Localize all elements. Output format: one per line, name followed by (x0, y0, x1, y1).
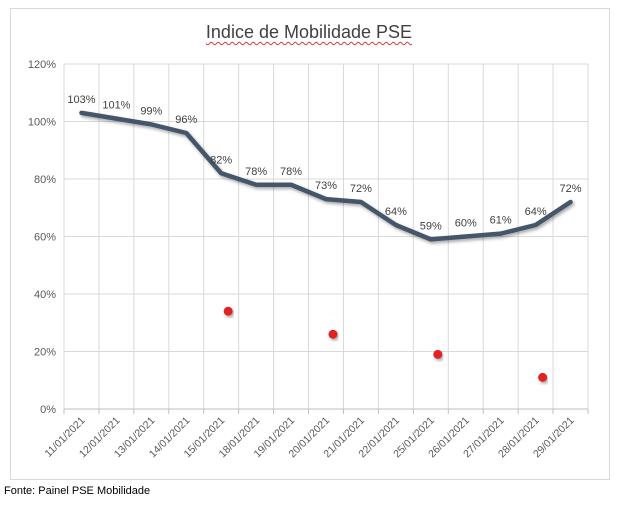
red-marker (328, 329, 338, 339)
red-marker (223, 306, 233, 316)
data-label: 59% (420, 220, 442, 232)
series-line (79, 110, 573, 242)
y-tick-label: 80% (34, 174, 56, 186)
y-tick-label: 60% (34, 232, 56, 244)
chart-frame (10, 8, 610, 480)
y-tick-label: 100% (28, 117, 56, 129)
y-tick-label: 0% (40, 404, 56, 416)
source-note: Fonte: Painel PSE Mobilidade (4, 485, 151, 497)
y-tick-label: 20% (34, 347, 56, 359)
data-label: 64% (525, 206, 547, 218)
data-label: 78% (245, 166, 267, 178)
data-label: 99% (140, 105, 162, 117)
data-label: 78% (280, 166, 302, 178)
data-label: 60% (455, 218, 477, 230)
data-label: 82% (210, 154, 232, 166)
y-tick-label: 120% (28, 59, 56, 71)
data-label: 73% (315, 180, 337, 192)
data-label: 61% (490, 215, 512, 227)
data-label: 96% (175, 114, 197, 126)
data-label: 101% (102, 100, 130, 112)
data-label: 64% (385, 206, 407, 218)
red-marker (433, 349, 443, 359)
data-label: 72% (350, 183, 372, 195)
data-label: 103% (67, 94, 95, 106)
data-label: 72% (560, 183, 582, 195)
red-marker (538, 372, 548, 382)
chart-title: Indice de Mobilidade PSE (205, 22, 413, 42)
y-tick-label: 40% (34, 289, 56, 301)
